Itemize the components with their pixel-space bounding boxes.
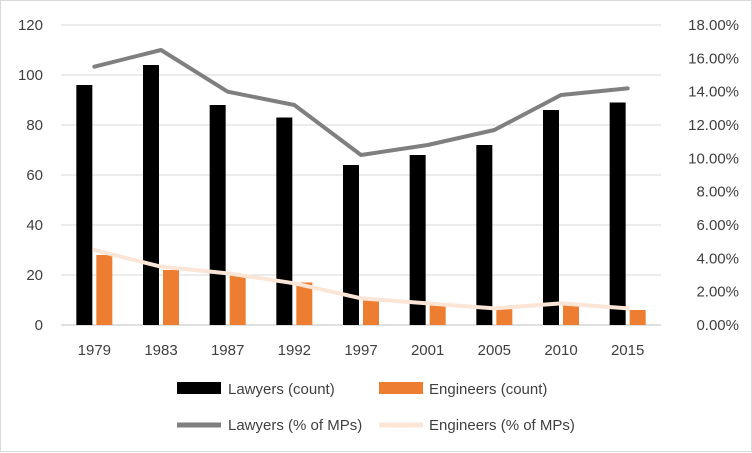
bar-lawyers-count — [609, 102, 626, 325]
y-left-tick-label: 120 — [18, 17, 43, 34]
bar-engineers-count — [563, 305, 579, 325]
x-tick-label: 2010 — [544, 342, 577, 359]
legend-label-lawyers-count: Lawyers (count) — [228, 381, 335, 398]
y-right-tick-label: 6.00% — [696, 217, 739, 234]
bars — [76, 65, 646, 325]
bar-lawyers-count — [276, 117, 293, 325]
y-left-tick-label: 40 — [26, 217, 43, 234]
y-right-tick-label: 16.00% — [688, 50, 739, 67]
x-tick-label: 2005 — [478, 342, 511, 359]
legend-label-engineers-count: Engineers (count) — [429, 381, 547, 398]
line-lawyers-of-mps — [92, 48, 630, 157]
y-right-tick-label: 10.00% — [688, 150, 739, 167]
y-right-tick-label: 18.00% — [688, 17, 739, 34]
lines — [92, 48, 630, 311]
bar-lawyers-count — [143, 65, 159, 325]
gridlines — [61, 24, 661, 326]
x-tick-label: 1992 — [278, 342, 311, 359]
bar-lawyers-count — [76, 85, 93, 325]
bar-engineers-count — [496, 307, 513, 325]
y-right-tick-label: 0.00% — [696, 317, 739, 334]
bar-engineers-count — [163, 270, 179, 325]
y-right-tick-label: 4.00% — [696, 250, 739, 267]
x-tick-label: 1979 — [78, 342, 111, 359]
y-left-tick-label: 0 — [35, 317, 43, 334]
bar-engineers-count — [363, 300, 379, 325]
right-axis-ticks: 0.00% 2.00% 4.00% 6.00% 8.00% 10.00% 12.00% 14.… — [688, 17, 739, 334]
x-tick-label: 2001 — [411, 342, 444, 359]
y-left-tick-label: 20 — [26, 267, 43, 284]
bar-lawyers-count — [209, 105, 226, 325]
bar-engineers-count — [96, 255, 113, 325]
bar-engineers-count — [429, 305, 446, 325]
x-tick-label: 1987 — [211, 342, 244, 359]
left-axis-ticks: 0 20 40 60 80 100 120 — [18, 17, 43, 334]
x-tick-label: 2015 — [611, 342, 644, 359]
x-axis-ticks: 1979 1983 1987 1992 1997 2001 2005 2010 2015 — [78, 342, 645, 359]
x-tick-label: 1997 — [344, 342, 377, 359]
y-left-tick-label: 60 — [26, 167, 43, 184]
y-left-tick-label: 100 — [18, 67, 43, 84]
x-tick-label: 1983 — [144, 342, 177, 359]
y-right-tick-label: 14.00% — [688, 84, 739, 101]
bar-engineers-count — [296, 282, 313, 325]
bar-lawyers-count — [343, 165, 359, 325]
bar-engineers-count — [229, 275, 246, 325]
legend-swatch-engineers-count — [379, 382, 423, 394]
legend-label-lawyers-pct: Lawyers (% of MPs) — [228, 417, 362, 434]
legend-label-engineers-pct: Engineers (% of MPs) — [429, 417, 575, 434]
y-left-tick-label: 80 — [26, 117, 43, 134]
bar-engineers-count — [629, 310, 646, 325]
bar-lawyers-count — [476, 145, 493, 325]
y-right-tick-label: 2.00% — [696, 284, 739, 301]
line-engineers-of-mps — [92, 248, 630, 311]
bar-lawyers-count — [543, 110, 559, 325]
legend: Lawyers (count) Engineers (count) Lawyer… — [177, 381, 575, 434]
legend-swatch-lawyers-count — [177, 382, 221, 394]
bar-lawyers-count — [409, 155, 426, 325]
y-right-tick-label: 12.00% — [688, 117, 739, 134]
y-right-tick-label: 8.00% — [696, 184, 739, 201]
